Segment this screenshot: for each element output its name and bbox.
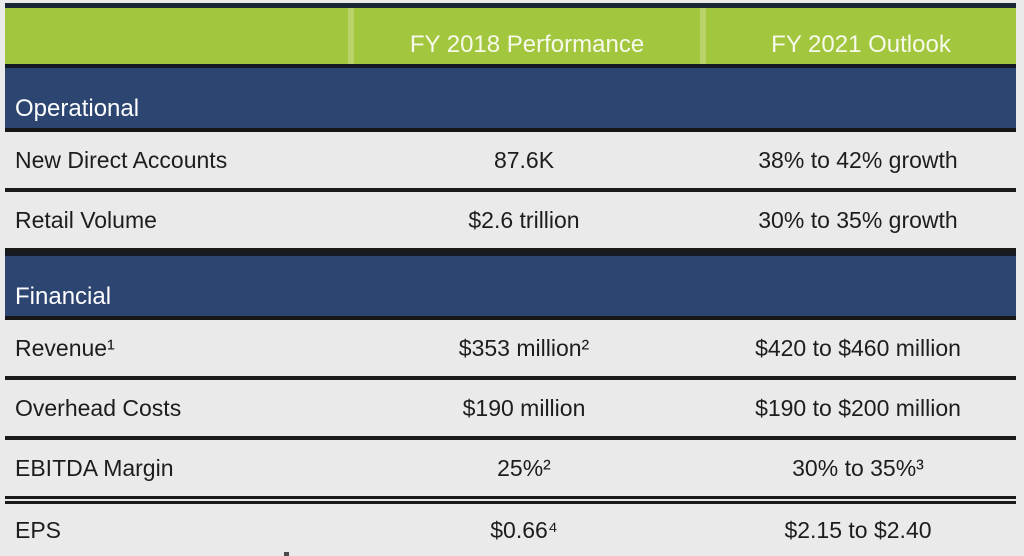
fy2021-value-revenue: $420 to $460 million (755, 334, 961, 361)
fy2018-value-retail-volume: $2.6 trillion (468, 206, 580, 233)
fy2018-value-ebitda-margin: 25%² (497, 454, 551, 481)
table-top-rule (5, 3, 1016, 8)
table-row-new-direct-accounts: New Direct Accounts 87.6K 38% to 42% gro… (5, 132, 1016, 192)
row-label-ebitda-margin: EBITDA Margin (15, 454, 174, 481)
table-header-row: FY 2018 Performance FY 2021 Outlook (5, 8, 1016, 64)
fy2018-value-new-direct-accounts: 87.6K (493, 146, 555, 173)
fy2021-value-eps: $2.15 to $2.40 (784, 516, 932, 543)
fy2018-value-overhead-costs: $190 million (462, 394, 586, 421)
fy2021-value-retail-volume: 30% to 35% growth (758, 206, 958, 233)
fy2021-value-new-direct-accounts: 38% to 42% growth (758, 146, 958, 173)
footnote-cutoff-mark (284, 552, 289, 556)
table-row-revenue: Revenue¹ $353 million² $420 to $460 mill… (5, 320, 1016, 380)
row-label-retail-volume: Retail Volume (15, 206, 157, 233)
fy2018-value-revenue: $353 million² (458, 334, 590, 361)
section-header-financial: Financial (5, 252, 1016, 320)
fy2018-value-eps: $0.66⁴ (490, 516, 558, 543)
fy2021-value-overhead-costs: $190 to $200 million (755, 394, 961, 421)
row-label-overhead-costs: Overhead Costs (15, 394, 182, 421)
fy2021-value-ebitda-margin: 30% to 35%³ (792, 454, 924, 481)
table-row-retail-volume: Retail Volume $2.6 trillion 30% to 35% g… (5, 192, 1016, 252)
row-label-new-direct-accounts: New Direct Accounts (15, 146, 228, 173)
header-spacer-cell (5, 8, 348, 64)
section-title-financial: Financial (15, 283, 112, 310)
section-header-operational: Operational (5, 64, 1016, 132)
table-row-ebitda-margin: EBITDA Margin 25%² 30% to 35%³ (5, 440, 1016, 504)
section-title-operational: Operational (15, 95, 140, 122)
row-label-eps: EPS (15, 516, 62, 543)
column-header-fy2021: FY 2021 Outlook (700, 8, 1016, 64)
outlook-table: FY 2018 Performance FY 2021 Outlook Oper… (5, 3, 1016, 556)
table-row-eps: EPS $0.66⁴ $2.15 to $2.40 (5, 504, 1016, 556)
row-label-revenue: Revenue¹ (15, 334, 115, 361)
column-header-fy2018: FY 2018 Performance (348, 8, 700, 64)
table-row-overhead-costs: Overhead Costs $190 million $190 to $200… (5, 380, 1016, 440)
